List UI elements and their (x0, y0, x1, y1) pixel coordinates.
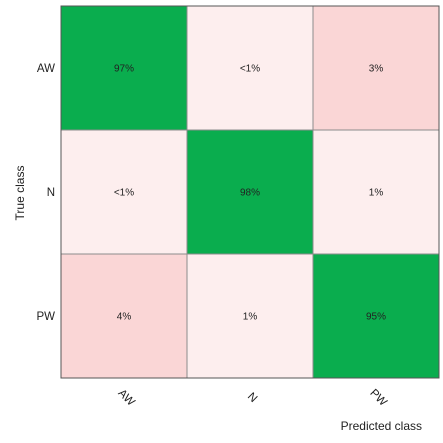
cell-value-aw-aw: 97% (114, 64, 134, 75)
cell-value-n-n: 98% (240, 188, 260, 199)
cell-value-n-pw: 1% (369, 188, 384, 199)
cell-value-pw-aw: 4% (117, 312, 132, 323)
col-label-aw: AW (115, 387, 136, 408)
cell-value-n-aw: <1% (114, 188, 134, 199)
x-axis-label: Predicted class (341, 419, 422, 433)
row-label-pw: PW (36, 311, 55, 323)
cell-value-pw-pw: 95% (366, 312, 386, 323)
col-label-pw: PW (367, 387, 389, 409)
y-axis-label: True class (13, 166, 27, 221)
row-label-aw: AW (37, 63, 55, 75)
row-label-n: N (47, 187, 55, 199)
cell-value-aw-pw: 3% (369, 64, 384, 75)
cell-value-aw-n: <1% (240, 64, 260, 75)
col-label-n: N (245, 391, 259, 405)
cell-value-pw-n: 1% (243, 312, 258, 323)
